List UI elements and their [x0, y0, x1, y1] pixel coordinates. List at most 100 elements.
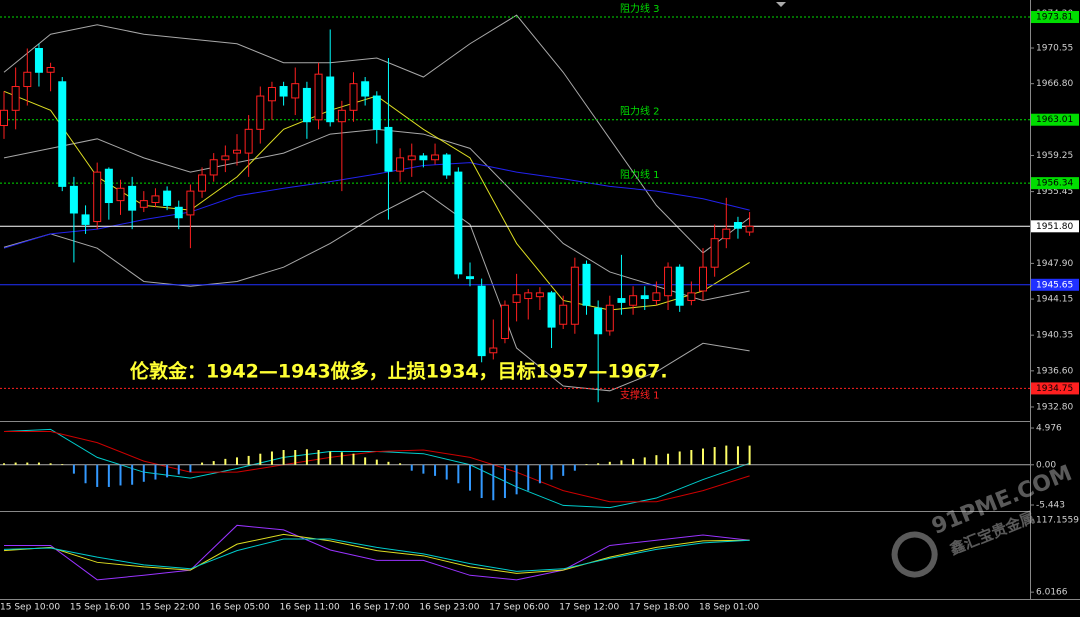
level-price-box — [1031, 177, 1079, 190]
candle-body — [512, 294, 521, 303]
y-tick-label: 1947.90 — [1036, 259, 1073, 269]
histogram-bar — [340, 452, 343, 465]
candle-body — [477, 285, 486, 357]
histogram-bar — [142, 464, 145, 482]
histogram-bar — [492, 464, 495, 501]
histogram-bar — [154, 464, 157, 480]
candle-body — [256, 95, 265, 130]
candle-body — [384, 126, 393, 172]
histogram-bar — [457, 464, 460, 484]
x-tick-label: 15 Sep 22:00 — [140, 603, 200, 613]
y-tick-label: 1955.45 — [1036, 187, 1073, 197]
candle-body — [396, 157, 405, 172]
histogram-bar — [305, 449, 308, 465]
level-price-box — [1031, 113, 1079, 126]
histogram-bar — [270, 451, 273, 465]
histogram-bar — [329, 451, 332, 465]
candle-body — [699, 266, 707, 292]
y-tick-label: 117.1559 — [1036, 516, 1079, 526]
candle-body — [605, 304, 614, 332]
candle-body — [419, 155, 428, 161]
level-price-label: 1973.81 — [1036, 13, 1073, 23]
histogram-bar — [702, 448, 704, 465]
candle-body — [314, 73, 323, 121]
histogram-bar — [562, 464, 565, 476]
y-tick-label: 1970.55 — [1036, 44, 1073, 54]
histogram-bar — [736, 446, 739, 465]
histogram-bar — [387, 461, 390, 465]
candle-body — [675, 266, 684, 306]
histogram-bar — [422, 464, 425, 474]
candle-body — [733, 222, 742, 229]
histogram-bar — [469, 464, 471, 491]
y-tick-label: 1940.35 — [1036, 331, 1073, 341]
candle-body — [186, 190, 195, 216]
histogram-bar — [573, 464, 576, 471]
x-tick-label: 15 Sep 10:00 — [0, 603, 60, 613]
level-name: 阻力线 1 — [620, 168, 660, 181]
y-tick-label: 1959.25 — [1036, 151, 1073, 161]
histogram-bar — [643, 457, 646, 465]
indicator-line — [3, 190, 750, 392]
histogram-bar — [96, 464, 99, 487]
x-tick-label: 17 Sep 12:00 — [559, 603, 619, 613]
candle-body — [361, 81, 370, 97]
y-tick-label: 4.976 — [1036, 424, 1062, 434]
x-tick-label: 16 Sep 11:00 — [280, 603, 340, 613]
candle-body — [407, 155, 416, 161]
histogram-bar — [282, 450, 285, 465]
histogram-bar — [655, 455, 658, 465]
histogram-bar — [364, 457, 367, 465]
level-price-label: 1951.80 — [1036, 222, 1073, 232]
candle-body — [640, 295, 649, 300]
level-name: 阻力线 2 — [620, 105, 660, 118]
x-tick-label: 16 Sep 17:00 — [350, 603, 410, 613]
x-tick-label: 17 Sep 18:00 — [629, 603, 689, 613]
candle-body — [233, 149, 241, 154]
y-tick-label: 1944.15 — [1036, 295, 1073, 305]
histogram-bar — [49, 463, 52, 465]
x-tick-label: 17 Sep 06:00 — [489, 603, 549, 613]
histogram-bar — [399, 463, 402, 465]
indicator-line — [4, 524, 750, 581]
level-price-label: 1956.34 — [1036, 179, 1073, 189]
candle-body — [163, 190, 172, 206]
level-price-label: 1963.01 — [1036, 115, 1073, 125]
histogram-bar — [107, 464, 110, 487]
candle-body — [11, 86, 20, 111]
candle-body — [559, 304, 568, 325]
candle-body — [302, 87, 311, 123]
candle-body — [0, 109, 8, 127]
candle-body — [664, 266, 673, 297]
histogram-bar — [585, 464, 588, 465]
candle-body — [547, 292, 556, 328]
candle-body — [93, 171, 102, 223]
histogram-bar — [503, 464, 506, 499]
x-tick-label: 16 Sep 23:00 — [419, 603, 479, 613]
candle-body — [652, 292, 661, 301]
histogram-bar — [667, 453, 670, 465]
candle-body — [535, 292, 544, 298]
candle-body — [745, 225, 754, 233]
histogram-bar — [538, 464, 541, 484]
candle-body — [151, 195, 160, 204]
y-tick-label: 1936.60 — [1036, 366, 1073, 376]
level-name: 阻力线 3 — [620, 2, 660, 15]
candle-body — [221, 155, 230, 161]
candle-body — [23, 71, 32, 88]
histogram-bar — [375, 459, 378, 465]
histogram-bar — [72, 464, 75, 474]
histogram-bar — [166, 464, 169, 478]
histogram-bar — [201, 462, 204, 465]
indicator-line — [4, 431, 750, 503]
histogram-bar — [37, 462, 40, 465]
histogram-bar — [480, 464, 483, 499]
histogram-bar — [3, 463, 5, 465]
indicator-line — [3, 162, 750, 249]
candle-body — [372, 95, 381, 130]
candle-body — [116, 187, 125, 202]
candle-body — [46, 67, 55, 73]
histogram-bar — [632, 458, 635, 465]
level-price-box — [1031, 382, 1079, 395]
